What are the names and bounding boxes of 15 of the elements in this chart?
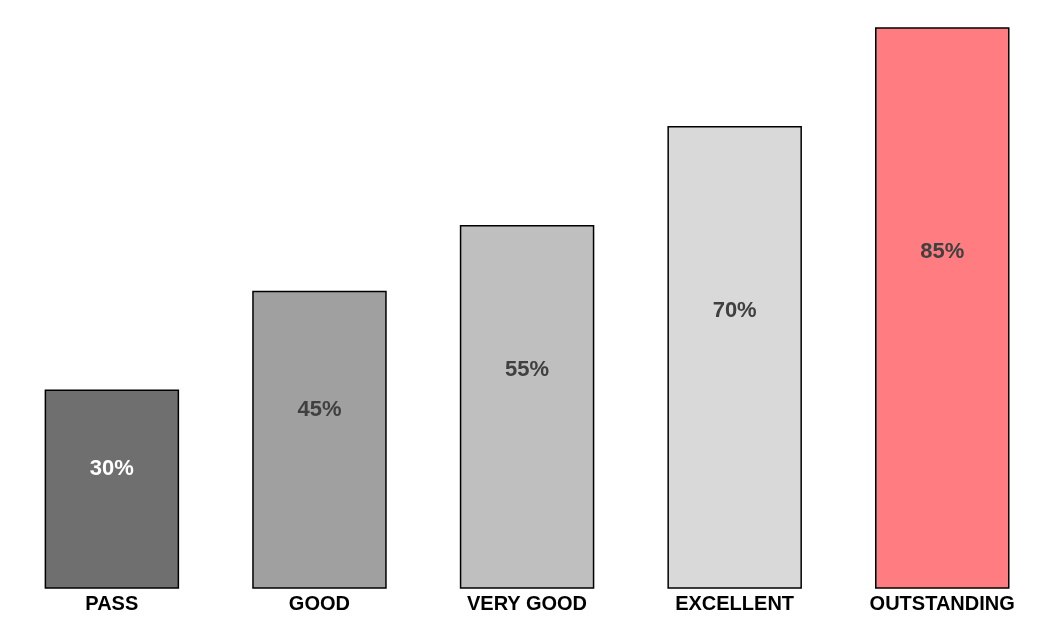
data-label: 30% — [89, 455, 134, 481]
x-tick-label: EXCELLENT — [675, 592, 795, 615]
data-label: 70% — [712, 297, 757, 323]
x-tick-label: PASS — [85, 592, 139, 615]
x-tick-label: GOOD — [288, 592, 350, 615]
data-label: 85% — [920, 237, 965, 263]
x-tick-label: OUTSTANDING — [869, 592, 1015, 615]
bar — [875, 27, 1010, 589]
data-label: 55% — [505, 356, 550, 382]
x-tick-label: VERY GOOD — [466, 592, 588, 615]
bar — [44, 389, 180, 589]
bar — [667, 126, 802, 589]
bar — [252, 290, 387, 589]
data-label: 45% — [297, 395, 342, 421]
bar — [459, 224, 595, 589]
